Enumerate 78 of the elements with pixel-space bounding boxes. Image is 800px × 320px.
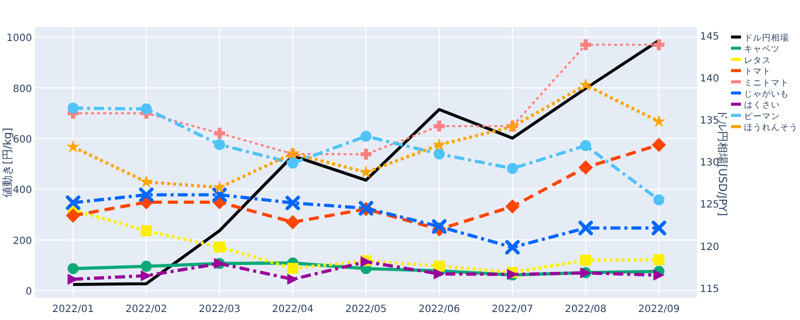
point	[212, 188, 227, 202]
point	[287, 274, 298, 285]
y-tick-label: 1000	[6, 33, 32, 44]
y2-tick-label: 115	[700, 284, 720, 295]
point	[578, 78, 592, 91]
point	[432, 138, 446, 151]
point	[286, 146, 300, 160]
x-tick-label: 2022/02	[126, 304, 168, 315]
y2-tick-label: 135	[700, 116, 720, 127]
point	[287, 158, 298, 169]
point	[653, 39, 664, 50]
legend-label: じゃがいも	[744, 90, 789, 100]
point	[139, 188, 154, 202]
x-tick-label: 2022/06	[418, 304, 460, 315]
point	[434, 120, 445, 132]
x-tick-label: 2022/03	[198, 304, 240, 315]
point	[578, 220, 593, 236]
legend-label: キャベツ	[744, 44, 780, 55]
point	[652, 138, 666, 152]
point	[287, 262, 298, 274]
point	[653, 270, 664, 281]
point	[580, 39, 592, 50]
x-tick-label: 2022/04	[272, 304, 314, 315]
point	[505, 240, 520, 255]
y-tick-label: 400	[12, 185, 32, 196]
y-axis-title: 値動き[円/kg]	[1, 128, 14, 198]
y2-tick-label: 125	[700, 200, 720, 211]
x-tick-label: 2022/08	[564, 304, 606, 315]
legend-label: レタス	[744, 56, 771, 66]
point	[580, 254, 592, 266]
x-tick-label: 2022/05	[345, 304, 387, 315]
point	[652, 220, 666, 236]
point	[214, 242, 226, 253]
point	[66, 208, 80, 223]
point	[140, 260, 152, 272]
point	[66, 140, 80, 153]
point	[580, 140, 592, 152]
x-tick-label: 2022/09	[638, 304, 680, 315]
y2-tick-label: 145	[700, 31, 720, 42]
point	[578, 160, 593, 175]
point	[214, 128, 226, 139]
point	[360, 130, 372, 142]
point	[214, 139, 226, 150]
point	[140, 270, 152, 282]
point	[653, 194, 664, 206]
legend-label: ピーマン	[744, 110, 780, 122]
y-tick-label: 600	[12, 134, 32, 146]
point	[505, 199, 520, 214]
y2-tick-label: 140	[700, 73, 720, 84]
point	[653, 254, 664, 266]
legend-label: トマト	[744, 67, 771, 78]
point	[652, 114, 666, 128]
legend-label: ほうれんそう	[744, 123, 798, 134]
legend-label: ドル円相場	[744, 32, 789, 44]
point	[286, 215, 300, 230]
point	[506, 162, 518, 174]
point	[140, 103, 152, 114]
point	[434, 148, 445, 160]
point	[359, 165, 373, 178]
x-tick-label: 2022/01	[52, 304, 94, 315]
point	[434, 268, 445, 280]
point	[140, 174, 154, 188]
y-tick-label: 0	[26, 286, 32, 298]
point	[68, 102, 79, 114]
legend-label: はくさい	[744, 100, 780, 111]
point	[66, 195, 80, 210]
y-tick-label: 800	[12, 84, 32, 95]
point	[360, 148, 372, 160]
point	[434, 260, 445, 272]
point	[68, 263, 79, 274]
legend-label: ミニトマト	[744, 78, 789, 88]
y-tick-label: 200	[12, 236, 32, 247]
x-tick-label: 2022/07	[492, 304, 534, 315]
point	[140, 225, 152, 236]
point	[286, 196, 300, 210]
y2-tick-label: 120	[700, 242, 720, 253]
point	[212, 180, 226, 194]
point	[432, 219, 446, 234]
